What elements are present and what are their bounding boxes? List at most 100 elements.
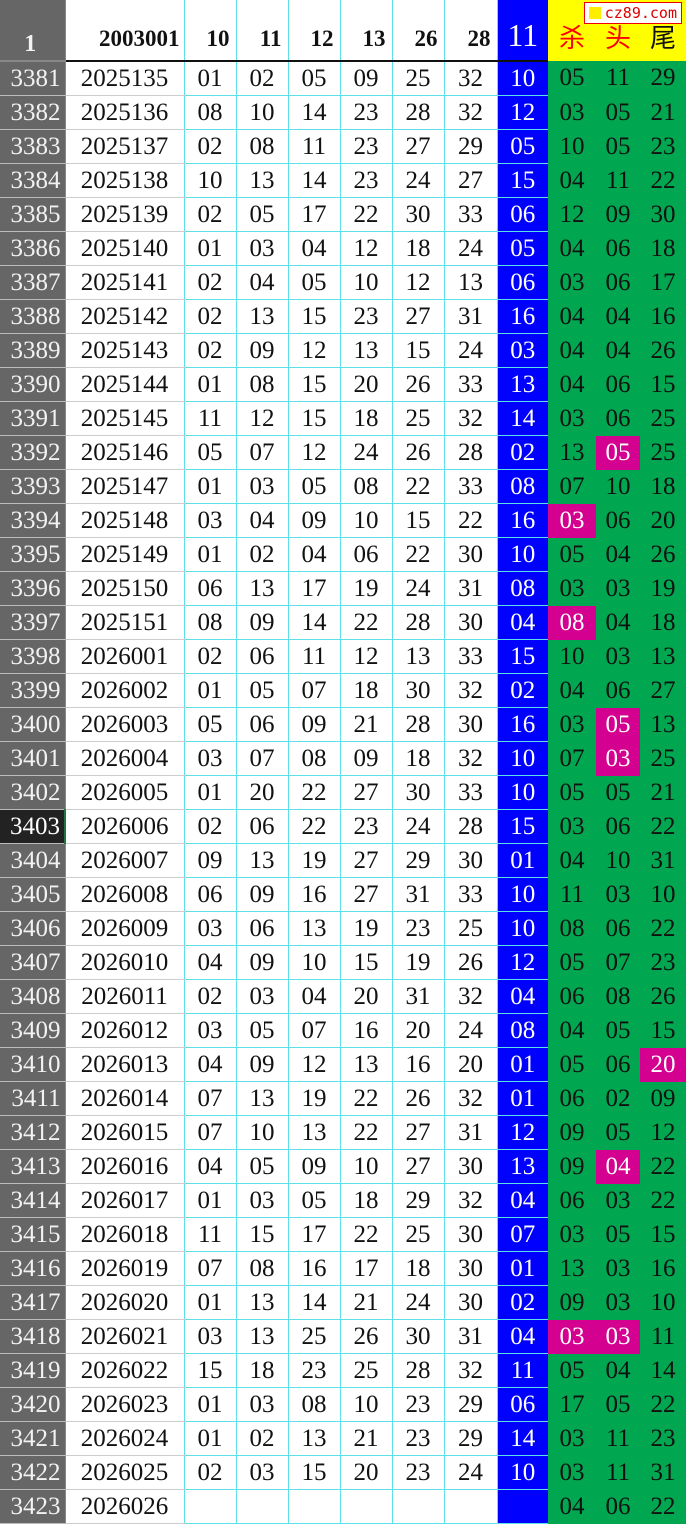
number-cell[interactable]: 23	[392, 1421, 445, 1456]
head-cell[interactable]: 06	[596, 231, 640, 266]
number-cell[interactable]: 24	[340, 435, 393, 470]
number-cell[interactable]: 10	[340, 1387, 393, 1422]
number-cell[interactable]: 27	[340, 775, 393, 810]
number-cell[interactable]	[392, 1489, 445, 1524]
number-cell[interactable]: 02	[184, 809, 237, 844]
number-cell[interactable]: 22	[340, 1115, 393, 1150]
number-cell[interactable]: 22	[340, 605, 393, 640]
issue-cell[interactable]: 2026007	[65, 843, 185, 878]
number-cell[interactable]: 30	[392, 775, 445, 810]
number-cell[interactable]: 13	[288, 1115, 341, 1150]
number-cell[interactable]: 02	[184, 639, 237, 674]
number-cell[interactable]: 18	[392, 741, 445, 776]
head-cell[interactable]: 06	[596, 673, 640, 708]
number-cell[interactable]: 20	[392, 1013, 445, 1048]
kill-cell[interactable]: 09	[548, 1149, 596, 1184]
number-cell[interactable]: 27	[392, 129, 445, 164]
number-cell[interactable]: 14	[288, 95, 341, 130]
row-number[interactable]: 3381	[0, 61, 66, 96]
number-cell[interactable]: 25	[392, 401, 445, 436]
blue-number-cell[interactable]: 10	[497, 61, 548, 96]
head-cell[interactable]: 03	[596, 1285, 640, 1320]
number-cell[interactable]: 13	[340, 333, 393, 368]
header-number-cell[interactable]: 13	[340, 0, 393, 62]
number-cell[interactable]: 15	[236, 1217, 289, 1252]
header-number-cell[interactable]: 26	[392, 0, 445, 62]
number-cell[interactable]: 03	[236, 1183, 289, 1218]
number-cell[interactable]: 05	[288, 1183, 341, 1218]
number-cell[interactable]: 02	[184, 1455, 237, 1490]
tail-cell[interactable]: 25	[640, 741, 686, 776]
kill-cell[interactable]: 05	[548, 1047, 596, 1082]
tail-cell[interactable]: 09	[640, 1081, 686, 1116]
issue-cell[interactable]: 2026018	[65, 1217, 185, 1252]
number-cell[interactable]: 02	[236, 61, 289, 96]
row-number[interactable]: 3408	[0, 979, 66, 1014]
number-cell[interactable]: 09	[288, 1149, 341, 1184]
row-number[interactable]: 3394	[0, 503, 66, 538]
number-cell[interactable]: 01	[184, 231, 237, 266]
kill-cell[interactable]: 04	[548, 843, 596, 878]
number-cell[interactable]: 03	[184, 911, 237, 946]
blue-number-cell[interactable]: 06	[497, 197, 548, 232]
number-cell[interactable]: 02	[184, 265, 237, 300]
number-cell[interactable]: 08	[288, 741, 341, 776]
blue-number-cell[interactable]: 02	[497, 673, 548, 708]
number-cell[interactable]: 28	[444, 435, 498, 470]
number-cell[interactable]: 12	[340, 639, 393, 674]
number-cell[interactable]: 33	[444, 775, 498, 810]
number-cell[interactable]: 22	[340, 1217, 393, 1252]
kill-cell[interactable]: 04	[548, 163, 596, 198]
number-cell[interactable]: 16	[340, 1013, 393, 1048]
tail-cell[interactable]: 16	[640, 1251, 686, 1286]
kill-cell[interactable]: 04	[548, 1489, 596, 1524]
kill-cell[interactable]: 03	[548, 809, 596, 844]
kill-cell[interactable]: 10	[548, 129, 596, 164]
kill-cell[interactable]: 06	[548, 1081, 596, 1116]
tail-cell[interactable]: 20	[640, 503, 686, 538]
head-cell[interactable]: 06	[596, 503, 640, 538]
row-number[interactable]: 3383	[0, 129, 66, 164]
number-cell[interactable]: 10	[340, 503, 393, 538]
blue-number-cell[interactable]: 02	[497, 1285, 548, 1320]
number-cell[interactable]: 07	[236, 741, 289, 776]
number-cell[interactable]: 10	[236, 1115, 289, 1150]
row-number[interactable]: 3392	[0, 435, 66, 470]
head-cell[interactable]: 06	[596, 367, 640, 402]
blue-number-cell[interactable]: 11	[497, 1353, 548, 1388]
issue-cell[interactable]: 2025148	[65, 503, 185, 538]
row-number[interactable]: 3401	[0, 741, 66, 776]
head-cell[interactable]: 06	[596, 1489, 640, 1524]
number-cell[interactable]: 05	[236, 197, 289, 232]
number-cell[interactable]: 28	[392, 605, 445, 640]
number-cell[interactable]: 25	[392, 1217, 445, 1252]
number-cell[interactable]: 30	[444, 1285, 498, 1320]
number-cell[interactable]: 11	[288, 129, 341, 164]
issue-cell[interactable]: 2026021	[65, 1319, 185, 1354]
number-cell[interactable]: 22	[340, 1081, 393, 1116]
number-cell[interactable]: 09	[236, 333, 289, 368]
blue-number-cell[interactable]: 13	[497, 367, 548, 402]
number-cell[interactable]: 29	[444, 129, 498, 164]
issue-cell[interactable]: 2025140	[65, 231, 185, 266]
row-number[interactable]: 3387	[0, 265, 66, 300]
tail-cell[interactable]: 21	[640, 95, 686, 130]
number-cell[interactable]: 26	[444, 945, 498, 980]
number-cell[interactable]: 04	[236, 503, 289, 538]
number-cell[interactable]: 24	[392, 1285, 445, 1320]
issue-cell[interactable]: 2026003	[65, 707, 185, 742]
kill-cell[interactable]: 06	[548, 1183, 596, 1218]
kill-cell[interactable]: 09	[548, 1115, 596, 1150]
number-cell[interactable]	[184, 1489, 237, 1524]
number-cell[interactable]: 01	[184, 775, 237, 810]
number-cell[interactable]: 05	[288, 265, 341, 300]
number-cell[interactable]: 03	[236, 469, 289, 504]
number-cell[interactable]: 10	[184, 163, 237, 198]
row-number[interactable]: 3416	[0, 1251, 66, 1286]
number-cell[interactable]: 04	[288, 979, 341, 1014]
number-cell[interactable]: 31	[444, 1319, 498, 1354]
issue-cell[interactable]: 2026026	[65, 1489, 185, 1524]
row-number[interactable]: 3388	[0, 299, 66, 334]
head-cell[interactable]: 05	[596, 129, 640, 164]
tail-cell[interactable]: 11	[640, 1319, 686, 1354]
